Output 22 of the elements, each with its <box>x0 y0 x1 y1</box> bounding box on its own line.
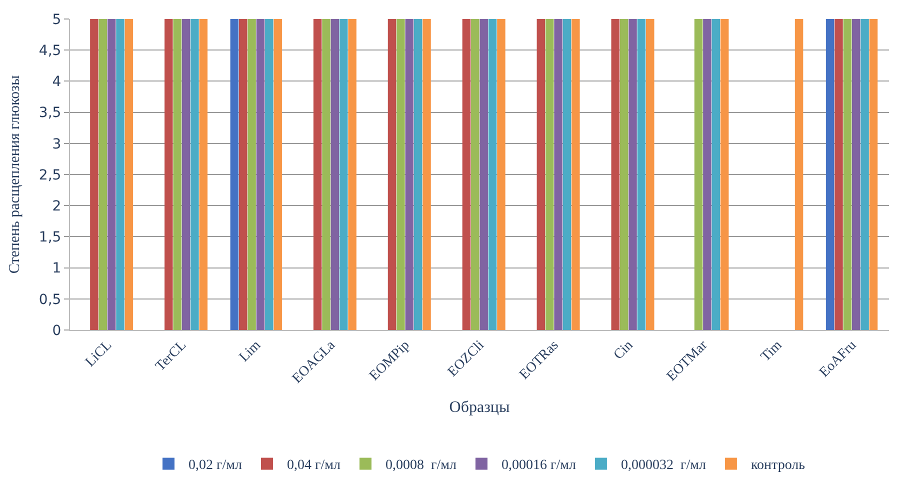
x-tick-label: Cin <box>611 338 636 363</box>
y-axis-title: Степень расщепления глюкозы <box>7 75 24 274</box>
legend-label: 0,0008 г/мл <box>385 458 456 474</box>
y-tick-label: 4 <box>52 74 62 90</box>
y-tick-label: 0,5 <box>38 292 62 308</box>
x-tick-label: Lim <box>236 338 264 366</box>
y-tick-label: 3,5 <box>38 105 62 122</box>
x-tick-label: Tim <box>758 338 786 365</box>
y-tick-label: 2,5 <box>38 167 62 184</box>
y-tick-label: 0 <box>52 322 62 339</box>
y-tick-label: 5 <box>52 12 62 28</box>
legend-label: 0,02 г/мл <box>188 458 242 474</box>
legend-label: 0,04 г/мл <box>286 458 340 474</box>
legend-label: контроль <box>750 458 806 474</box>
legend-label: 0,000032 г/мл <box>620 458 706 474</box>
y-tick-label: 3 <box>52 136 62 152</box>
y-tick-label: 1,5 <box>38 230 62 246</box>
y-tick-label: 4,5 <box>38 43 62 59</box>
y-tick-label: 1 <box>52 260 62 277</box>
legend-label: 0,00016 г/мл <box>501 458 576 474</box>
x-axis-title: Образцы <box>449 399 510 416</box>
y-tick-label: 2 <box>52 198 62 214</box>
